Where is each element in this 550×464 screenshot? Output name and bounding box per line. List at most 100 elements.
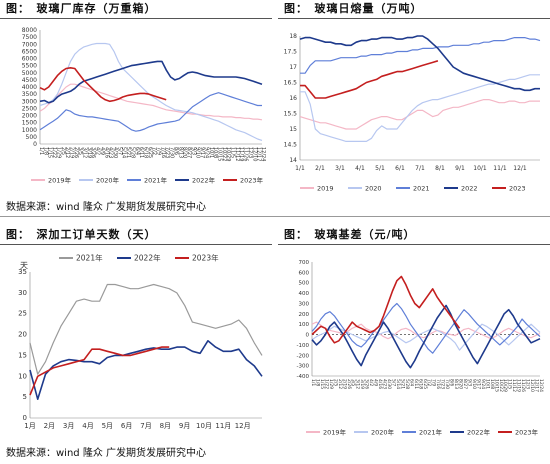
- y-tick-label: 8000: [22, 27, 37, 34]
- x-tick-label: 1月: [24, 422, 35, 430]
- y-tick-label: 25: [18, 310, 27, 318]
- legend-label: 2020年: [371, 428, 395, 437]
- title-divider: [0, 18, 272, 19]
- x-tick-label: 12/3: [247, 147, 253, 158]
- x-tick-label: 11/5: [230, 147, 236, 158]
- x-tick-label: 4/23: [382, 379, 388, 389]
- x-tick-label: 3/26: [90, 147, 96, 158]
- x-tick-label: 6月: [121, 422, 132, 430]
- x-tick-label: 10/15: [493, 379, 499, 392]
- y-tick-label: 500: [26, 134, 38, 141]
- legend-label: 2019年: [48, 176, 72, 185]
- y-tick-label: 16.5: [284, 80, 298, 87]
- x-tick-label: 3/1: [335, 165, 345, 172]
- y-tick-label: 14.5: [284, 142, 298, 149]
- x-tick-label: 8月: [160, 422, 171, 430]
- x-tick-label: 2/26: [73, 147, 79, 158]
- series-line-2022: [299, 35, 540, 92]
- x-tick-label: 11/1: [493, 165, 507, 172]
- panel-daily-melt: 图： 玻璃日熔量（万吨） 14 14.5 15 15.5 16 16.5 17 17.5 18 1…: [278, 0, 550, 196]
- x-tick-label: 8/6: [173, 147, 179, 155]
- x-tick-label: 7/30: [444, 379, 450, 389]
- title-divider: [278, 18, 550, 19]
- legend-label: 2023年: [515, 428, 539, 437]
- x-tick-label: 9/24: [203, 147, 209, 158]
- x-tick-label: 1/29: [55, 147, 61, 158]
- y-tick-label: -300: [297, 364, 310, 370]
- x-tick-label: 8/6: [449, 379, 455, 386]
- x-tick-label: 5/14: [121, 147, 127, 158]
- x-tick-label: 12月: [235, 422, 251, 430]
- y-tick-label: 17: [289, 64, 297, 71]
- series-line-2019: [311, 321, 541, 340]
- x-tick-label: 1/22: [51, 147, 57, 158]
- y-tick-label: 1000: [22, 127, 37, 134]
- y-tick-label: 400: [299, 291, 310, 297]
- x-tick-label: 9/17: [475, 379, 481, 389]
- y-tick-label: 100: [299, 322, 310, 328]
- series-line-2022: [39, 60, 263, 104]
- x-tick-label: 5/28: [404, 379, 410, 389]
- x-tick-label: 2/1: [315, 165, 325, 172]
- x-tick-label: 11/19: [516, 379, 522, 392]
- x-tick-label: 1/29: [328, 379, 334, 389]
- x-tick-label: 9/3: [190, 147, 196, 155]
- y-tick-label: 3500: [22, 91, 37, 98]
- x-tick-label: 11/19: [238, 147, 244, 161]
- y-tick-label: 16: [289, 95, 297, 102]
- x-tick-label: 11/12: [511, 379, 517, 392]
- x-tick-label: 3/5: [350, 379, 356, 386]
- x-tick-label: 1/15: [319, 379, 325, 389]
- x-tick-label: 7/2: [426, 379, 432, 386]
- y-tick-label: 17.5: [284, 49, 298, 56]
- x-tick-label: 7/1: [415, 165, 425, 172]
- x-tick-label: 5/1: [375, 165, 385, 172]
- x-tick-label: 4/1: [355, 165, 365, 172]
- x-tick-label: 6/18: [417, 379, 423, 389]
- chart-inventory: 0500100015002000250030003500400045005000…: [22, 27, 266, 185]
- x-tick-label: 6/18: [142, 147, 148, 158]
- x-tick-label: 3/5: [77, 147, 83, 155]
- legend-label: 2022年: [192, 176, 216, 185]
- y-tick-label: 20: [18, 331, 27, 339]
- y-tick-label: 300: [299, 301, 310, 307]
- x-tick-label: 10/29: [502, 379, 508, 392]
- x-tick-label: 4/16: [103, 147, 109, 158]
- panel-basis: 图： 玻璃基差（元/吨） -400 -300 -200 -100 0 100 200 300 4…: [278, 226, 550, 440]
- x-tick-label: 7/30: [169, 147, 175, 158]
- y-tick-label: -100: [297, 343, 310, 349]
- y-tick-label: 6500: [22, 48, 37, 55]
- legend-label: 2021年: [76, 253, 103, 263]
- y-tick-label: 0: [23, 414, 27, 422]
- x-tick-label: 3月: [63, 422, 74, 430]
- x-tick-label: 4/16: [377, 379, 383, 389]
- x-tick-label: 3/12: [82, 147, 88, 158]
- x-tick-label: 6/11: [138, 147, 144, 158]
- x-tick-label: 9/1: [455, 165, 465, 172]
- x-tick-label: 10/1: [208, 147, 214, 158]
- x-tick-label: 12/24: [260, 147, 266, 161]
- x-tick-label: 12/10: [251, 147, 257, 161]
- x-tick-label: 2/26: [346, 379, 352, 389]
- x-tick-label: 1/8: [314, 379, 320, 386]
- series-line-2022: [311, 304, 541, 369]
- x-tick-label: 11/5: [507, 379, 513, 389]
- legend-label: 2021年: [144, 176, 168, 185]
- x-tick-label: 8/20: [458, 379, 464, 389]
- legend-label: 2023: [509, 185, 526, 193]
- chart-daily-melt: 14 14.5 15 15.5 16 16.5 17 17.5 18 1/1 2/1 3/1 4/1 5/…: [284, 33, 541, 193]
- x-tick-label: 4/30: [386, 379, 392, 389]
- legend-label: 2020年: [96, 176, 120, 185]
- x-tick-label: 2/12: [337, 379, 343, 389]
- x-tick-label: 4/23: [108, 147, 114, 158]
- y-unit-label: 天: [20, 261, 28, 270]
- x-tick-label: 7/16: [435, 379, 441, 389]
- x-tick-label: 8/27: [186, 147, 192, 158]
- x-tick-label: 10/29: [225, 147, 231, 161]
- y-tick-label: 3000: [22, 98, 37, 105]
- x-tick-label: 5/21: [399, 379, 405, 389]
- title-divider: [278, 244, 550, 245]
- x-tick-label: 4/9: [99, 147, 105, 155]
- x-tick-label: 1/15: [47, 147, 53, 158]
- x-tick-label: 4/9: [373, 379, 379, 386]
